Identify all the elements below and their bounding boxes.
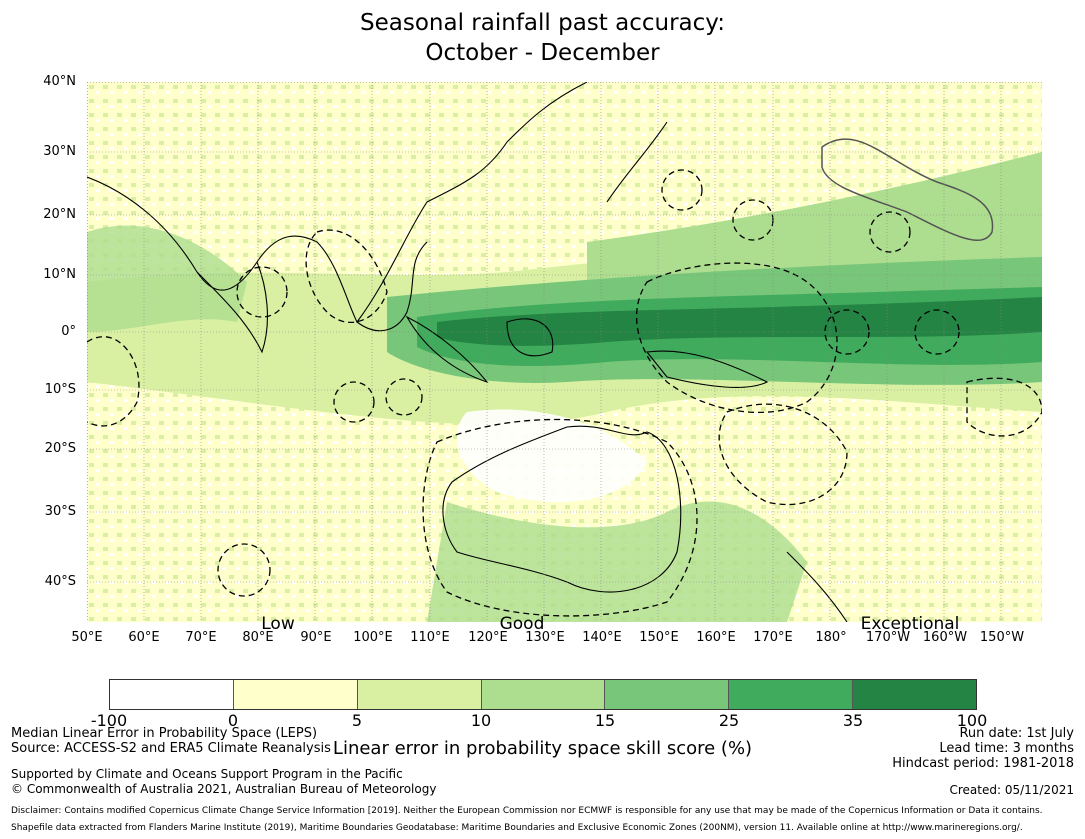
colorbar-tick: 15 — [594, 711, 616, 730]
footer-disclaimer: Disclaimer: Contains modified Copernicus… — [11, 806, 1043, 816]
coast-new-guinea — [645, 350, 769, 388]
lat-label: 20°S — [44, 441, 76, 456]
lat-label: 30°S — [44, 504, 76, 519]
lon-label: 60°E — [128, 630, 160, 645]
lon-label: 110°E — [410, 630, 450, 645]
lon-label: 160°E — [696, 630, 736, 645]
eez-circle — [236, 266, 288, 318]
lat-label: 40°N — [43, 74, 76, 89]
lon-label: 170°E — [753, 630, 793, 645]
lon-label: 170°W — [865, 630, 911, 645]
eez-polygon — [966, 377, 1042, 437]
lon-label: 120°E — [468, 630, 508, 645]
colorbar-title: Linear error in probability space skill … — [332, 738, 753, 759]
lon-label: 50°E — [71, 630, 103, 645]
skill-patch-lowskill — [457, 409, 647, 502]
lon-label: 80°E — [242, 630, 274, 645]
eez-circle — [824, 309, 870, 355]
lat-label: 10°S — [44, 382, 76, 397]
colorbar-swatch — [357, 680, 482, 709]
eez-circle — [869, 211, 911, 253]
colorbar-tick: 0 — [227, 711, 239, 730]
footer-support: Supported by Climate and Oceans Support … — [11, 767, 403, 781]
colorbar-swatch — [853, 680, 977, 709]
colorbar-swatch — [233, 680, 358, 709]
lon-label: 160°W — [922, 630, 968, 645]
colorbar-swatch — [481, 680, 606, 709]
colorbar-tick: 25 — [718, 711, 740, 730]
category-exceptional: Exceptional — [860, 614, 960, 634]
skill-patch-west — [87, 225, 247, 332]
eez-polygon — [87, 336, 140, 427]
coast-indochina — [356, 241, 428, 332]
colorbar — [109, 679, 977, 710]
footer-source: Source: ACCESS-S2 and ERA5 Climate Reana… — [11, 741, 331, 756]
skill-patch-australia — [427, 501, 807, 622]
footer-hindcast: Hindcast period: 1981-2018 — [892, 756, 1074, 771]
colorbar-swatch — [605, 680, 730, 709]
colorbar-tick: -100 — [90, 711, 128, 730]
lat-label: 30°N — [43, 144, 76, 159]
coast-japan — [606, 121, 668, 203]
eez-boundaries — [87, 169, 1042, 617]
lat-label: 40°S — [44, 574, 76, 589]
category-low: Low — [261, 614, 295, 634]
colorbar-swatch — [729, 680, 854, 709]
lat-label: 0° — [61, 324, 76, 339]
footer-created: Created: 05/11/2021 — [949, 783, 1074, 797]
footer-lead-time: Lead time: 3 months — [939, 741, 1074, 756]
colorbar-tick: 5 — [351, 711, 363, 730]
footer-leps: Median Linear Error in Probability Space… — [11, 726, 318, 741]
skill-band-north — [587, 152, 1042, 297]
colorbar-tick: 10 — [470, 711, 492, 730]
eez-circle — [333, 381, 375, 423]
gridlines — [87, 82, 1042, 622]
colorbar-tick: 100 — [956, 711, 988, 730]
colorbar-swatch — [110, 680, 234, 709]
lon-label: 90°E — [300, 630, 332, 645]
coast-india — [196, 261, 268, 354]
coast-borneo — [506, 318, 554, 357]
title-line-2: October - December — [425, 40, 660, 66]
eez-circle — [217, 543, 271, 597]
eez-circle — [661, 169, 703, 211]
eez-circle — [385, 378, 423, 416]
eez-circle — [914, 309, 960, 355]
coastlines — [87, 82, 848, 622]
lon-label: 150°W — [979, 630, 1025, 645]
skill-band-core — [437, 297, 1042, 346]
title-line-1: Seasonal rainfall past accuracy: — [360, 10, 725, 36]
category-good: Good — [499, 614, 545, 634]
lon-label: 70°E — [185, 630, 217, 645]
lon-label: 150°E — [639, 630, 679, 645]
lon-label: 180° — [815, 630, 847, 645]
lon-label: 100°E — [353, 630, 393, 645]
lon-label: 140°E — [582, 630, 622, 645]
footer-run-date: Run date: 1st July — [959, 726, 1074, 741]
map-title: Seasonal rainfall past accuracy: October… — [0, 8, 1085, 68]
colorbar-tick: 35 — [842, 711, 864, 730]
lon-label: 130°E — [525, 630, 565, 645]
lat-label: 20°N — [43, 207, 76, 222]
footer-copyright: © Commonwealth of Australia 2021, Austra… — [11, 782, 437, 796]
skill-score-map — [87, 82, 1042, 622]
coast-australia — [442, 425, 682, 593]
eez-polygon — [305, 229, 388, 323]
eez-polygon — [422, 418, 698, 617]
coast-new-zealand — [786, 551, 848, 622]
lat-label: 10°N — [43, 267, 76, 282]
footer-shapefile: Shapefile data extracted from Flanders M… — [11, 823, 1023, 833]
